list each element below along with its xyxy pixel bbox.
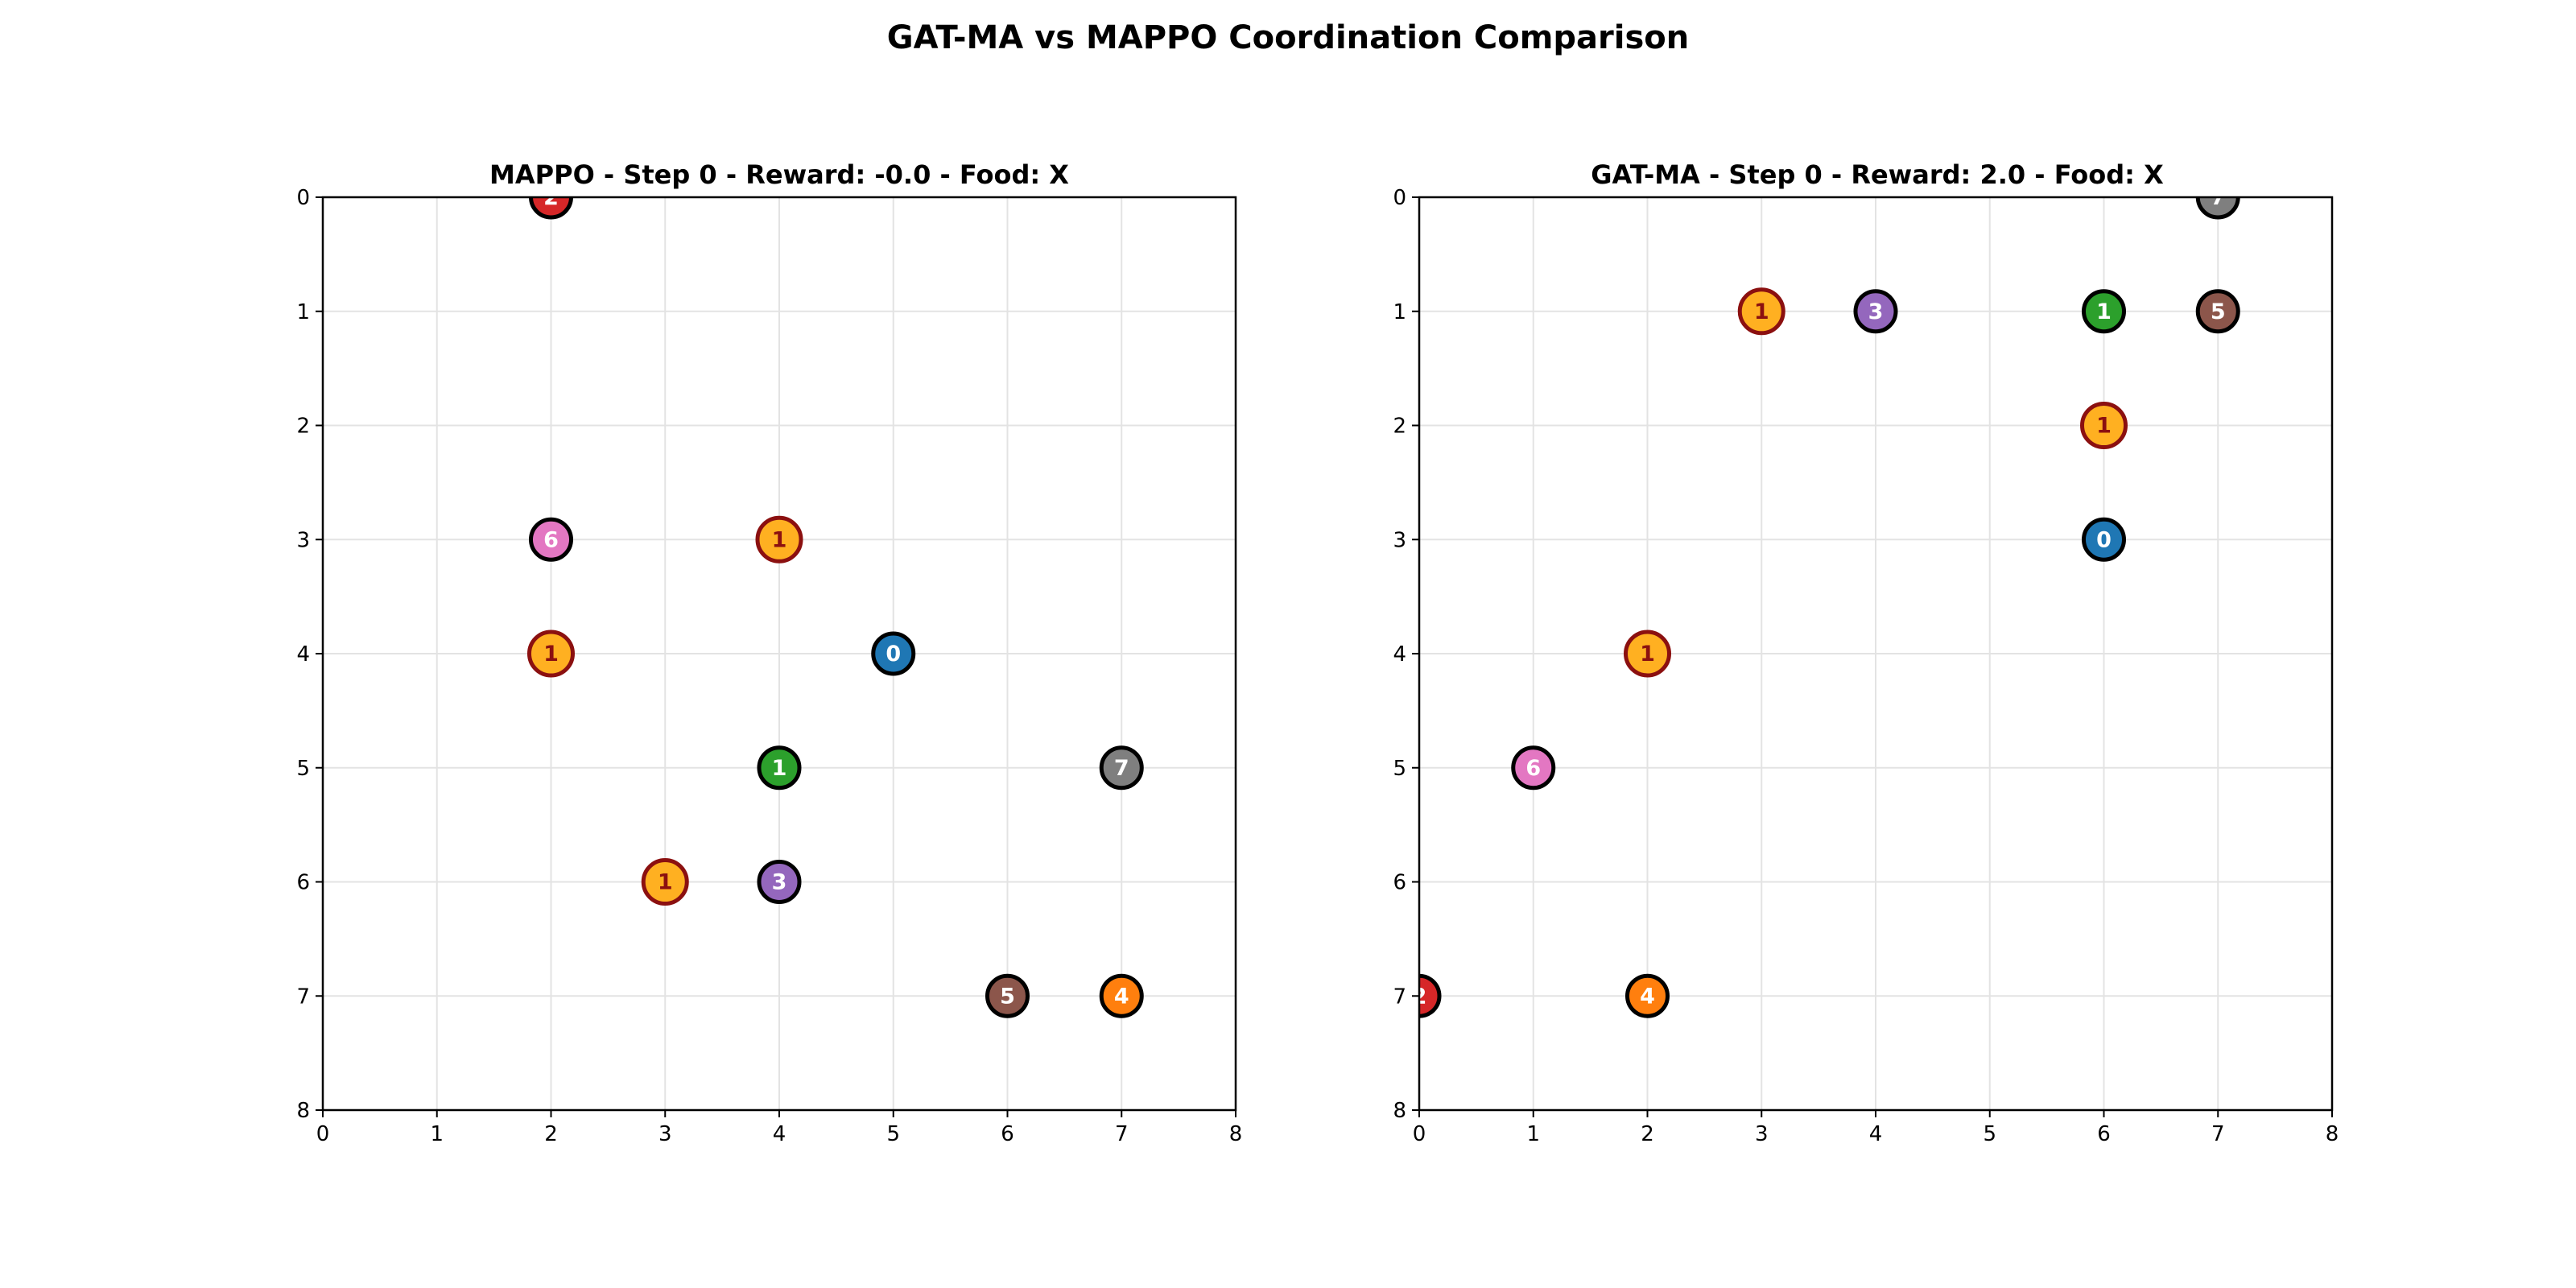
gatma-y-tick-label: 1 <box>1393 300 1406 324</box>
gatma-agent-4-label: 4 <box>1640 984 1655 1009</box>
figure-title: GAT-MA vs MAPPO Coordination Comparison <box>887 19 1689 56</box>
mappo-y-tick-label: 7 <box>296 985 310 1009</box>
gatma-y-tick-label: 0 <box>1393 186 1406 210</box>
gatma-y-tick-label: 2 <box>1393 415 1406 439</box>
gatma-agent-6-label: 6 <box>1525 756 1541 781</box>
mappo-y-tick-label: 1 <box>296 300 310 324</box>
gatma-panel: GAT-MA - Step 0 - Reward: 2.0 - Food: X … <box>1393 159 2339 1146</box>
mappo-agent-0-marker <box>871 631 916 676</box>
gatma-panel-title: GAT-MA - Step 0 - Reward: 2.0 - Food: X <box>1591 159 2164 190</box>
mappo-y-axis: 0 1 2 3 4 5 6 7 8 <box>296 186 323 1123</box>
mappo-x-tick-label: 6 <box>1001 1122 1014 1146</box>
gatma-y-tick-label: 3 <box>1393 528 1406 552</box>
gatma-x-tick-label: 5 <box>1983 1122 1996 1146</box>
mappo-food-marker <box>527 630 575 678</box>
mappo-x-tick-label: 4 <box>773 1122 786 1146</box>
gatma-food-label: 1 <box>1640 642 1655 667</box>
mappo-x-tick-label: 8 <box>1229 1122 1243 1146</box>
mappo-x-tick-label: 0 <box>316 1122 330 1146</box>
gatma-agent-3-label: 3 <box>1868 299 1884 324</box>
mappo-agent-6-marker <box>529 517 573 562</box>
gatma-x-tick-label: 8 <box>2326 1122 2339 1146</box>
gatma-y-tick-label: 5 <box>1393 757 1406 781</box>
mappo-food-label: 1 <box>543 642 559 667</box>
mappo-agent-4-marker <box>1099 973 1144 1018</box>
mappo-agent-2-marker <box>529 197 573 220</box>
mappo-y-tick-label: 4 <box>296 642 310 667</box>
gatma-x-tick-label: 6 <box>2097 1122 2111 1146</box>
mappo-agent-7-label: 7 <box>1114 756 1129 781</box>
gatma-agent-7-label: 7 <box>2211 185 2226 210</box>
gatma-markers: 1 1 1 0 1 2 3 4 5 6 7 <box>1412 185 2240 1018</box>
mappo-x-tick-label: 5 <box>886 1122 900 1146</box>
mappo-panel-title: MAPPO - Step 0 - Reward: -0.0 - Food: X <box>489 159 1069 190</box>
gatma-food-marker <box>1624 630 1671 678</box>
mappo-agent-0-label: 0 <box>886 642 901 667</box>
mappo-x-tick-label: 2 <box>544 1122 558 1146</box>
mappo-x-tick-label: 3 <box>658 1122 672 1146</box>
gatma-grid <box>1418 196 2333 1111</box>
gatma-agent-0-marker <box>2082 517 2126 562</box>
mappo-food-label: 1 <box>658 870 673 895</box>
gatma-y-axis: 0 1 2 3 4 5 6 7 8 <box>1393 186 1419 1123</box>
gatma-x-axis: 0 1 2 3 4 5 6 7 8 <box>1413 1110 2339 1146</box>
gatma-y-tick-label: 6 <box>1393 871 1406 895</box>
mappo-markers: 1 1 1 0 1 2 3 4 5 6 7 <box>527 185 1144 1018</box>
mappo-food-marker <box>755 515 803 564</box>
mappo-agent-5-label: 5 <box>1000 984 1015 1009</box>
gatma-y-tick-label: 4 <box>1393 642 1406 667</box>
mappo-agent-3-marker <box>757 860 802 904</box>
gatma-agent-5-marker <box>2195 289 2240 334</box>
gatma-agent-6-marker <box>1511 745 1556 791</box>
gatma-x-tick-label: 1 <box>1526 1122 1540 1146</box>
gatma-x-tick-label: 2 <box>1641 1122 1654 1146</box>
gatma-agent-1-label: 1 <box>2096 299 2112 324</box>
gatma-agent-3-marker <box>1853 289 1898 334</box>
gatma-agent-1-marker <box>2082 289 2126 334</box>
mappo-x-axis: 0 1 2 3 4 5 6 7 8 <box>316 1110 1243 1146</box>
gatma-agent-4-marker <box>1625 973 1670 1018</box>
gatma-x-tick-label: 0 <box>1413 1122 1426 1146</box>
mappo-y-tick-label: 5 <box>296 757 310 781</box>
mappo-agent-5-marker <box>985 973 1030 1018</box>
gatma-agent-2-label: 2 <box>1412 984 1427 1009</box>
gatma-food-label: 1 <box>1754 299 1769 324</box>
mappo-grid <box>322 196 1236 1111</box>
mappo-y-tick-label: 6 <box>296 871 310 895</box>
gatma-agent-5-label: 5 <box>2211 299 2226 324</box>
mappo-x-tick-label: 7 <box>1115 1122 1129 1146</box>
gatma-food-marker <box>1737 287 1785 336</box>
mappo-panel: MAPPO - Step 0 - Reward: -0.0 - Food: X … <box>296 159 1242 1146</box>
gatma-x-tick-label: 7 <box>2211 1122 2225 1146</box>
mappo-y-tick-label: 2 <box>296 415 310 439</box>
gatma-food-label: 1 <box>2096 414 2112 439</box>
mappo-agent-6-label: 6 <box>543 527 559 552</box>
mappo-food-label: 1 <box>772 527 787 552</box>
mappo-food-marker <box>641 858 689 906</box>
gatma-x-tick-label: 3 <box>1755 1122 1769 1146</box>
gatma-x-tick-label: 4 <box>1869 1122 1883 1146</box>
mappo-agent-7-marker <box>1099 745 1144 791</box>
mappo-x-tick-label: 1 <box>430 1122 444 1146</box>
mappo-agent-1-label: 1 <box>772 756 787 781</box>
mappo-y-tick-label: 0 <box>296 186 310 210</box>
gatma-agent-0-label: 0 <box>2096 527 2112 552</box>
gatma-agent-7-marker <box>2195 197 2240 220</box>
mappo-agent-2-label: 2 <box>543 185 559 210</box>
gatma-food-marker <box>2080 402 2128 449</box>
gatma-y-tick-label: 7 <box>1393 985 1406 1009</box>
gatma-y-tick-label: 8 <box>1393 1099 1406 1123</box>
mappo-y-tick-label: 8 <box>296 1099 310 1123</box>
gatma-agent-2-marker <box>1419 973 1442 1018</box>
mappo-agent-1-marker <box>757 745 802 791</box>
mappo-agent-3-label: 3 <box>772 870 787 895</box>
mappo-y-tick-label: 3 <box>296 528 310 552</box>
mappo-agent-4-label: 4 <box>1114 984 1129 1009</box>
